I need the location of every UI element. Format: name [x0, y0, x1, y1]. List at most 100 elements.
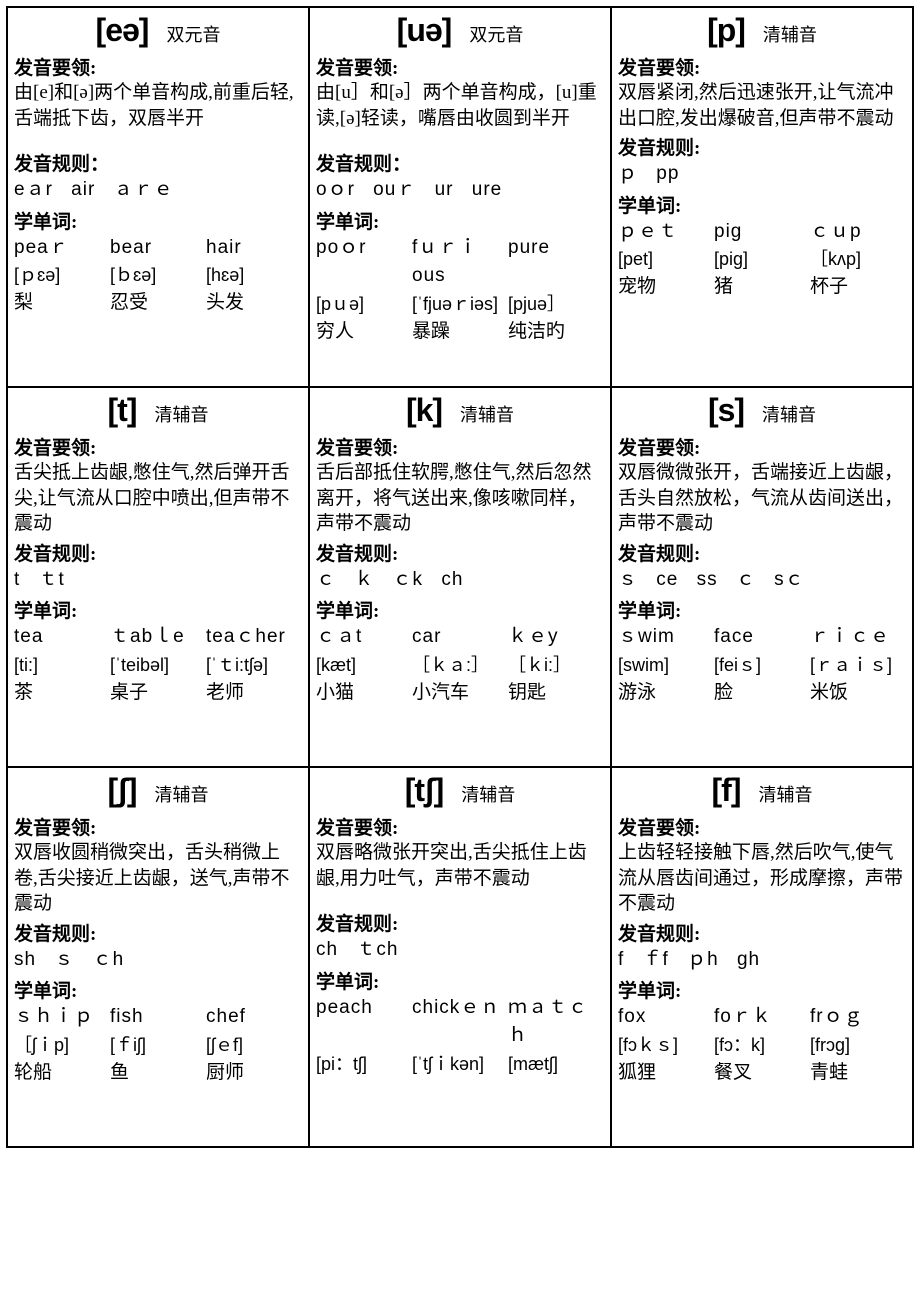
phonics-grid: [eə]双元音发音要领:由[e]和[ə]两个单音构成,前重后轻,舌端抵下齿，双唇… — [6, 6, 914, 1148]
word: teaｃher — [206, 623, 302, 652]
rules-label: 发音规则: — [14, 919, 302, 946]
words-row: foxfoｒｋfrｏｇ — [618, 1003, 906, 1032]
meaning: 杯子 — [810, 273, 906, 302]
phonetic: ［kʌp] — [810, 246, 906, 273]
rules-text: t ｔt — [14, 566, 302, 595]
rules-label: 发音规则： — [316, 149, 604, 176]
word: ｃｕp — [810, 218, 906, 247]
tips-text: 上齿轻轻接触下唇,然后吹气,使气流从唇齿间通过，形成摩擦，声带不震动 — [618, 840, 906, 917]
rules-text: f ｆf ｐh gh — [618, 946, 906, 975]
ipa-symbol: [tʃ] — [405, 772, 444, 809]
meaning: 小猫 — [316, 679, 412, 708]
rules-text: ｃ ｋ ｃk ch — [316, 566, 604, 595]
tips-label: 发音要领: — [14, 53, 302, 80]
cell-header: [ʃ]清辅音 — [14, 772, 302, 809]
cell-header: [eə]双元音 — [14, 12, 302, 49]
meaning: 青蛙 — [810, 1059, 906, 1088]
meaning-row: 穷人暴躁纯洁旳 — [316, 318, 604, 347]
phonetic: [fɔｋｓ] — [618, 1032, 714, 1059]
rules-text: sh ｓ ｃh — [14, 946, 302, 975]
word: peach — [316, 994, 412, 1051]
meaning-row: 小猫小汽车钥匙 — [316, 679, 604, 708]
meaning: 猪 — [714, 273, 810, 302]
phonetic: [ˈtʃｉkən] — [412, 1051, 508, 1078]
word: bear — [110, 234, 206, 263]
meaning: 脸 — [714, 679, 810, 708]
sound-type: 清辅音 — [762, 401, 816, 427]
phonics-cell-6: [ʃ]清辅音发音要领:双唇收圆稍微突出，舌头稍微上卷,舌尖接近上齿龈，送气,声带… — [8, 768, 310, 1148]
words-row: ｓｈｉｐfishchef — [14, 1003, 302, 1032]
phonetic-row: [swim][feiｓ][ｒａｉｓ] — [618, 652, 906, 679]
sound-type: 清辅音 — [763, 21, 817, 47]
phonics-cell-0: [eə]双元音发音要领:由[e]和[ə]两个单音构成,前重后轻,舌端抵下齿，双唇… — [8, 8, 310, 388]
meaning-row: 梨忍受头发 — [14, 289, 302, 318]
rules-label: 发音规则: — [316, 909, 604, 936]
cell-header: [k]清辅音 — [316, 392, 604, 429]
word: tea — [14, 623, 110, 652]
rules-text: ｐ pp — [618, 160, 906, 189]
word: hair — [206, 234, 302, 263]
word: chickｅｎ — [412, 994, 508, 1051]
phonetic-row: [ｐɛə][ｂɛə][hɛə] — [14, 262, 302, 289]
phonetic-row: ［ʃｉp][ｆiʃ][ʃｅf] — [14, 1032, 302, 1059]
phonetic: [fɔ：k] — [714, 1032, 810, 1059]
phonetic: [ti:] — [14, 652, 110, 679]
phonetic-row: [pｕə][ˈfjuəｒiəs][pjuə］ — [316, 291, 604, 318]
rules-label: 发音规则: — [618, 919, 906, 946]
cell-header: [tʃ]清辅音 — [316, 772, 604, 809]
phonics-cell-5: [s]清辅音发音要领:双唇微微张开，舌端接近上齿龈，舌头自然放松，气流从齿间送出… — [612, 388, 914, 768]
words-label: 学单词: — [14, 976, 302, 1003]
phonetic: [ˈｔi:tʃə] — [206, 652, 302, 679]
word: car — [412, 623, 508, 652]
phonetic: ［ｋi:］ — [508, 652, 604, 679]
phonetic-row: [pet][pig]［kʌp] — [618, 246, 906, 273]
rules-text: ｓ ce ss ｃ sｃ — [618, 566, 906, 595]
words-row: poｏrfｕｒｉouspure — [316, 234, 604, 291]
tips-label: 发音要领: — [14, 433, 302, 460]
ipa-symbol: [eə] — [96, 12, 149, 49]
tips-label: 发音要领: — [316, 433, 604, 460]
phonetic: [ｆiʃ] — [110, 1032, 206, 1059]
phonetic: [ｂɛə] — [110, 262, 206, 289]
words-label: 学单词: — [14, 596, 302, 623]
rules-text: ch ｔch — [316, 936, 604, 965]
phonics-cell-1: [uə]双元音发音要领:由[u］和[ə］两个单音构成，[u]重读,[ə]轻读，嘴… — [310, 8, 612, 388]
words-label: 学单词: — [316, 207, 604, 234]
sound-type: 清辅音 — [460, 401, 514, 427]
tips-text: 双唇紧闭,然后迅速张开,让气流冲出口腔,发出爆破音,但声带不震动 — [618, 80, 906, 131]
ipa-symbol: [ʃ] — [108, 772, 137, 809]
word: peaｒ — [14, 234, 110, 263]
meaning: 鱼 — [110, 1059, 206, 1088]
meaning: 厨师 — [206, 1059, 302, 1088]
word: poｏr — [316, 234, 412, 291]
word: ｓｈｉｐ — [14, 1003, 110, 1032]
tips-text: 舌后部抵住软腭,憋住气,然后忽然离开，将气送出来,像咳嗽同样，声带不震动 — [316, 460, 604, 537]
cell-header: [uə]双元音 — [316, 12, 604, 49]
phonetic: [ˈfjuəｒiəs] — [412, 291, 508, 318]
meaning: 米饭 — [810, 679, 906, 708]
phonetic: [frɔg] — [810, 1032, 906, 1059]
words-row: peachchickｅｎｍａｔｃｈ — [316, 994, 604, 1051]
phonetic: [kæt] — [316, 652, 412, 679]
word: fox — [618, 1003, 714, 1032]
rules-label: 发音规则: — [618, 133, 906, 160]
phonetic-row: [kæt]［ｋａ:］［ｋi:］ — [316, 652, 604, 679]
rules-label: 发音规则： — [14, 149, 302, 176]
phonetic: [ｒａｉｓ] — [810, 652, 906, 679]
meaning: 穷人 — [316, 318, 412, 347]
phonetic: [hɛə] — [206, 262, 302, 289]
word: ｋｅy — [508, 623, 604, 652]
rules-text: oｏr ouｒ ur ure — [316, 176, 604, 205]
word: fｕｒｉous — [412, 234, 508, 291]
meaning: 小汽车 — [412, 679, 508, 708]
meaning: 宠物 — [618, 273, 714, 302]
meaning: 头发 — [206, 289, 302, 318]
meaning: 钥匙 — [508, 679, 604, 708]
phonetic-row: [pi：tʃ][ˈtʃｉkən][mætʃ] — [316, 1051, 604, 1078]
words-label: 学单词: — [316, 967, 604, 994]
phonics-cell-7: [tʃ]清辅音发音要领:双唇略微张开突出,舌尖抵住上齿龈,用力吐气，声带不震动发… — [310, 768, 612, 1148]
word: ｍａｔｃｈ — [508, 994, 604, 1051]
word: foｒｋ — [714, 1003, 810, 1032]
tips-label: 发音要领: — [618, 53, 906, 80]
rules-label: 发音规则: — [14, 539, 302, 566]
